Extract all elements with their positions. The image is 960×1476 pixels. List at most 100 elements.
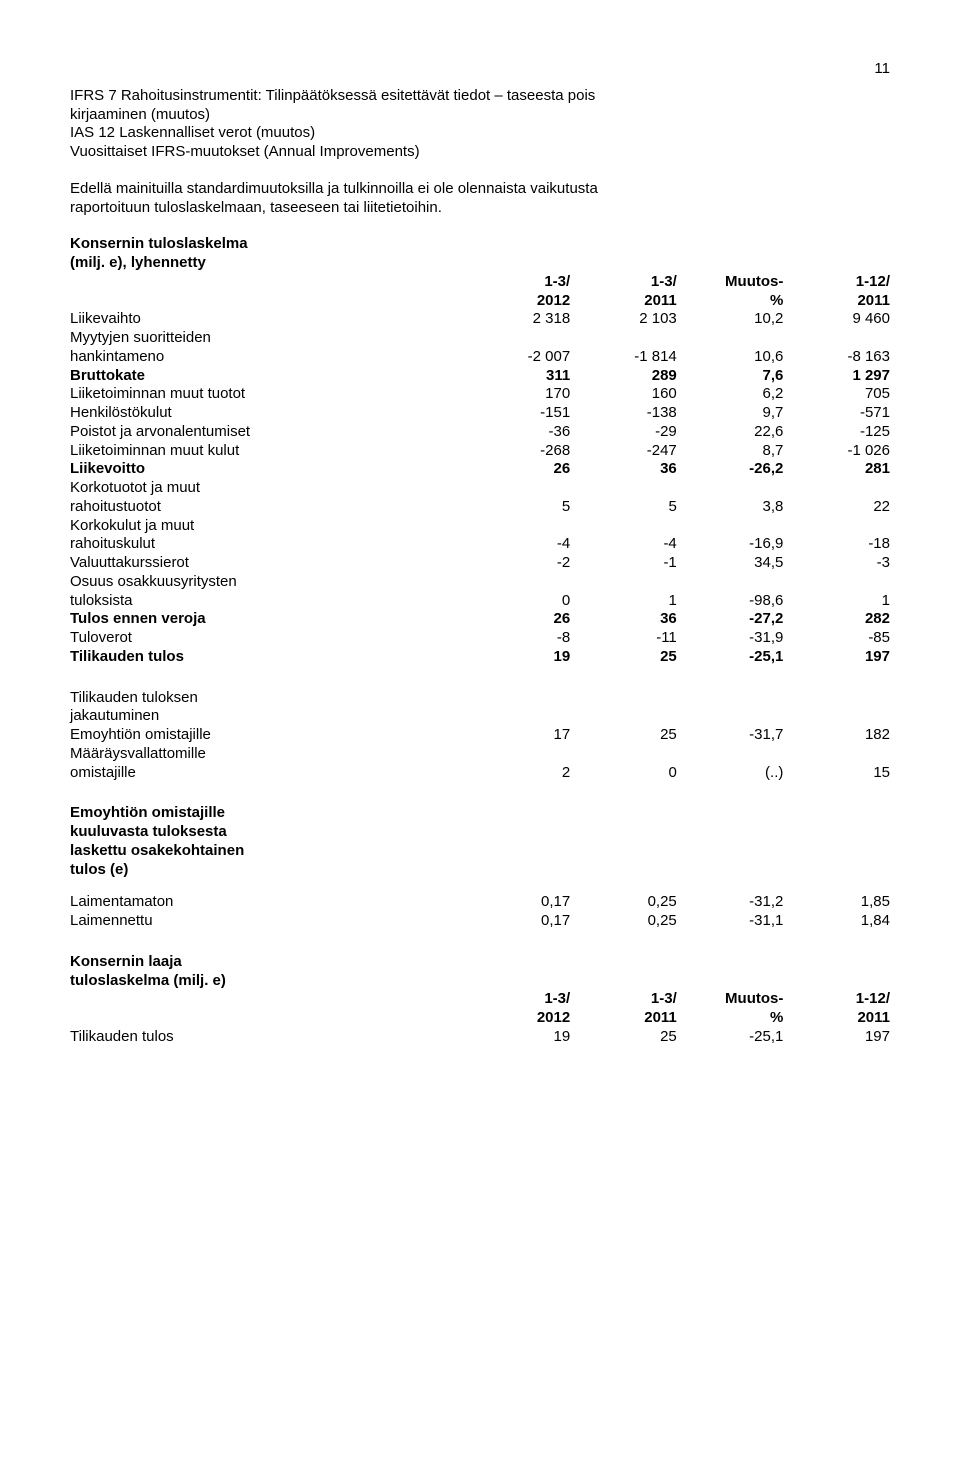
row-label: Henkilöstökulut: [70, 404, 464, 423]
row-label: Poistot ja arvonalentumiset: [70, 423, 464, 442]
table-header-cell: 1-12/: [783, 990, 890, 1009]
row-value: 2: [464, 764, 571, 783]
row-value: 1: [570, 592, 677, 611]
row-value: 9,7: [677, 404, 784, 423]
row-value: 3,8: [677, 498, 784, 517]
row-label: rahoituskulut: [70, 535, 464, 554]
row-value: -247: [570, 442, 677, 461]
row-value: 22,6: [677, 423, 784, 442]
table-header-cell: 2012: [464, 292, 571, 311]
row-value: [464, 479, 571, 498]
table-row: Tilikauden tuloksen: [70, 689, 890, 708]
row-label: Tilikauden tuloksen: [70, 689, 464, 708]
row-value: 19: [464, 648, 571, 667]
row-value: 7,6: [677, 367, 784, 386]
row-value: -1 026: [783, 442, 890, 461]
row-value: 10,2: [677, 310, 784, 329]
row-value: -8 163: [783, 348, 890, 367]
row-label: Korkotuotot ja muut: [70, 479, 464, 498]
table-row: omistajille20(..)15: [70, 764, 890, 783]
row-value: 22: [783, 498, 890, 517]
row-label: Liikevaihto: [70, 310, 464, 329]
row-label: omistajille: [70, 764, 464, 783]
row-value: 0: [464, 592, 571, 611]
table-header-cell: %: [677, 1009, 784, 1028]
table-row: tuloksista01-98,61: [70, 592, 890, 611]
row-value: 26: [464, 610, 571, 629]
row-label: Tuloverot: [70, 629, 464, 648]
para-no-effect: Edellä mainituilla standardimuutoksilla …: [70, 180, 890, 218]
row-value: -18: [783, 535, 890, 554]
row-value: -571: [783, 404, 890, 423]
table-row: Korkokulut ja muut: [70, 517, 890, 536]
row-value: [570, 745, 677, 764]
row-label: Osuus osakkuusyritysten: [70, 573, 464, 592]
row-label: Korkokulut ja muut: [70, 517, 464, 536]
row-label: Liikevoitto: [70, 460, 464, 479]
row-value: 170: [464, 385, 571, 404]
table-row: jakautuminen: [70, 707, 890, 726]
row-value: [677, 745, 784, 764]
row-value: -25,1: [677, 648, 784, 667]
row-value: [464, 517, 571, 536]
row-value: [570, 517, 677, 536]
row-value: 282: [783, 610, 890, 629]
row-value: [783, 517, 890, 536]
table-header-cell: [70, 273, 464, 292]
row-value: -4: [570, 535, 677, 554]
table-row: Liiketoiminnan muut tuotot1701606,2705: [70, 385, 890, 404]
row-value: 10,6: [677, 348, 784, 367]
row-value: 0: [570, 764, 677, 783]
row-value: [677, 329, 784, 348]
row-value: -1 814: [570, 348, 677, 367]
table-row: Myytyjen suoritteiden: [70, 329, 890, 348]
row-label: Valuuttakurssierot: [70, 554, 464, 573]
row-value: -27,2: [677, 610, 784, 629]
row-value: -2: [464, 554, 571, 573]
row-value: [783, 573, 890, 592]
row-value: 1,85: [783, 893, 890, 912]
row-value: [783, 329, 890, 348]
row-value: 197: [783, 648, 890, 667]
row-value: -26,2: [677, 460, 784, 479]
row-value: 0,17: [464, 912, 571, 931]
row-label: Myytyjen suoritteiden: [70, 329, 464, 348]
row-value: [464, 745, 571, 764]
row-value: 160: [570, 385, 677, 404]
row-label: Tilikauden tulos: [70, 648, 464, 667]
row-value: 1 297: [783, 367, 890, 386]
table-header-cell: Muutos-: [677, 273, 784, 292]
row-value: -125: [783, 423, 890, 442]
row-label: Tulos ennen veroja: [70, 610, 464, 629]
table-row: Liiketoiminnan muut kulut-268-2478,7-1 0…: [70, 442, 890, 461]
row-value: 25: [570, 726, 677, 745]
table-row: Korkotuotot ja muut: [70, 479, 890, 498]
row-value: 8,7: [677, 442, 784, 461]
table-header-cell: 2011: [570, 1009, 677, 1028]
row-value: -16,9: [677, 535, 784, 554]
table-header-row: 1-3/1-3/Muutos-1-12/: [70, 990, 890, 1009]
page-number: 11: [70, 60, 890, 79]
row-value: 1,84: [783, 912, 890, 931]
row-value: 0,17: [464, 893, 571, 912]
row-value: 311: [464, 367, 571, 386]
row-value: [570, 573, 677, 592]
row-value: [464, 329, 571, 348]
row-value: 6,2: [677, 385, 784, 404]
row-value: 705: [783, 385, 890, 404]
row-value: [570, 479, 677, 498]
row-label: Laimennettu: [70, 912, 464, 931]
table-header-cell: 1-3/: [570, 990, 677, 1009]
table-header-cell: %: [677, 292, 784, 311]
row-value: 5: [464, 498, 571, 517]
table-row: Valuuttakurssierot-2-134,5-3: [70, 554, 890, 573]
row-value: 15: [783, 764, 890, 783]
table-header-row: 20122011%2011: [70, 1009, 890, 1028]
row-value: (..): [677, 764, 784, 783]
row-value: [783, 479, 890, 498]
row-label: jakautuminen: [70, 707, 464, 726]
table-row: Tuloverot-8-11-31,9-85: [70, 629, 890, 648]
table-row: rahoitustuotot553,822: [70, 498, 890, 517]
row-value: -268: [464, 442, 571, 461]
row-value: -85: [783, 629, 890, 648]
